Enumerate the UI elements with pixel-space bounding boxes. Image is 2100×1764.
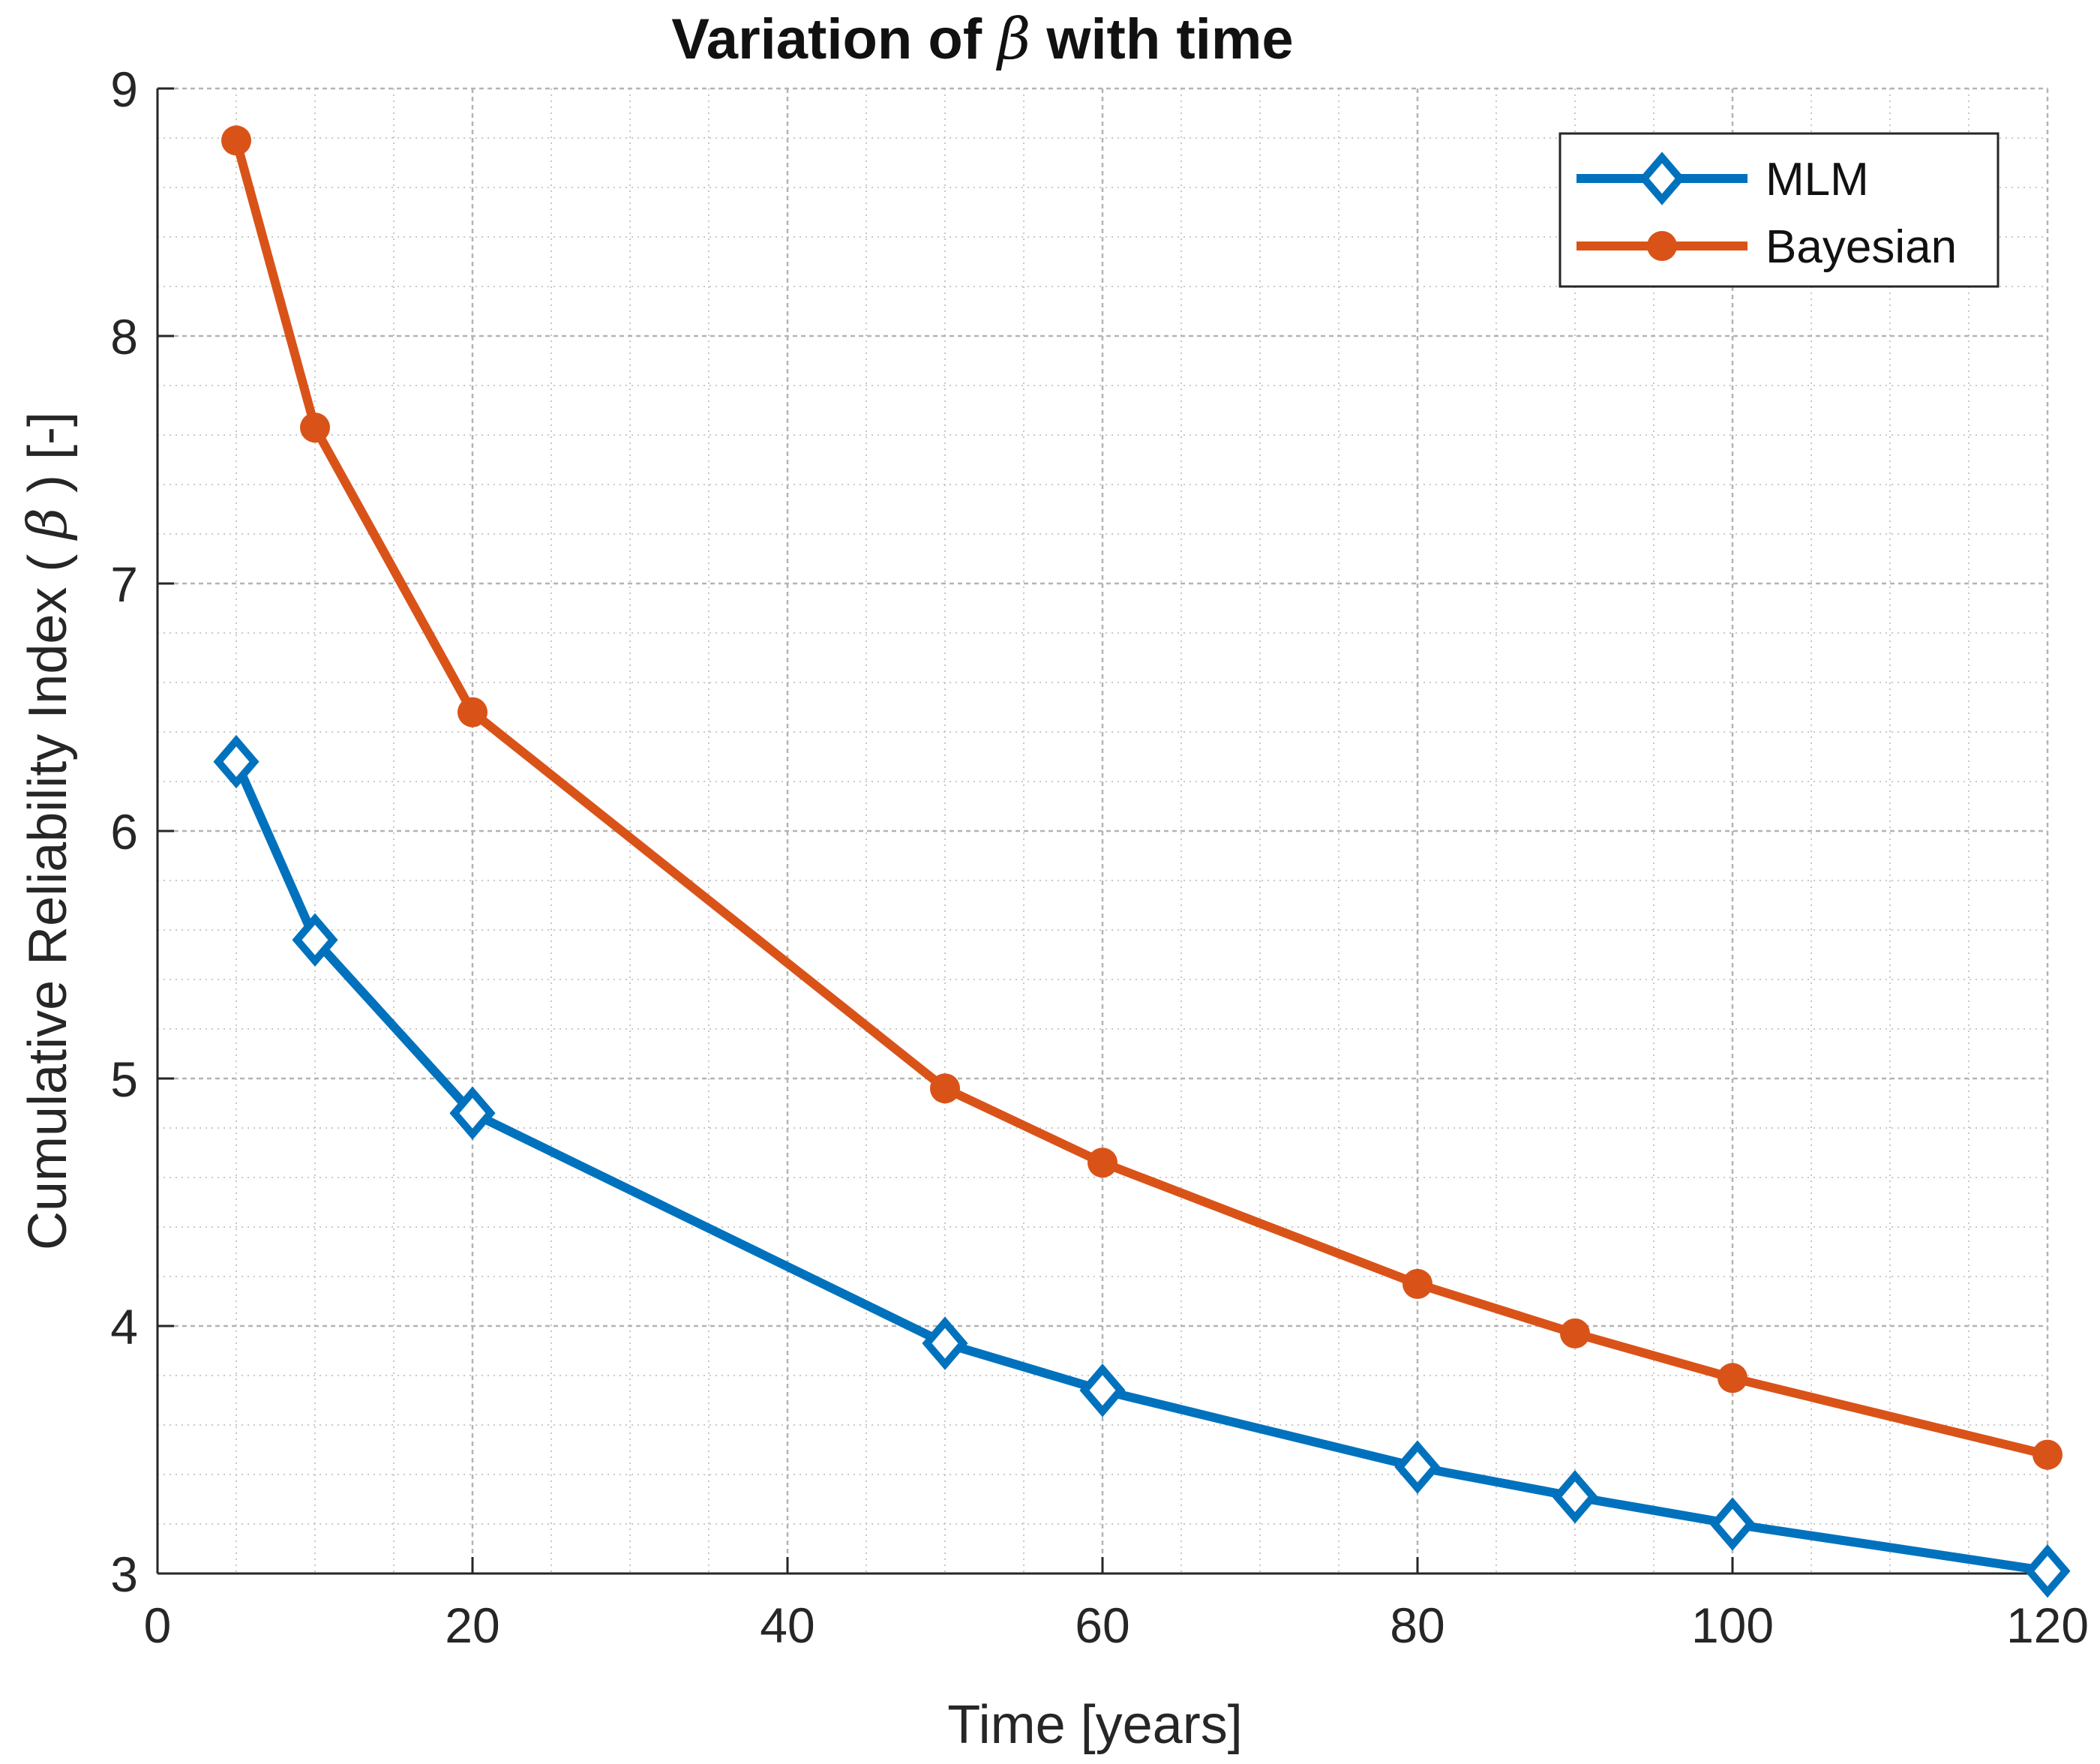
x-tick-label: 0 xyxy=(144,1598,172,1653)
data-point-mlm xyxy=(922,1316,968,1370)
y-axis-label-beta-symbol: β xyxy=(16,508,79,542)
data-point-bayesian xyxy=(1560,1318,1590,1348)
series-bayesian xyxy=(221,125,2062,1470)
y-tick-label: 5 xyxy=(110,1052,138,1107)
data-point-bayesian xyxy=(1718,1363,1748,1394)
y-axis-label: Cumulative Reliability Index ( β ) [-] xyxy=(16,412,79,1250)
x-tick-label: 20 xyxy=(445,1598,500,1653)
x-tick-label: 120 xyxy=(2006,1598,2089,1653)
chart-title: Variation of β with time xyxy=(671,5,1293,72)
legend-marker-bayesian xyxy=(1647,231,1677,261)
data-point-mlm xyxy=(213,734,260,789)
x-axis-label: Time [years] xyxy=(947,1695,1242,1755)
legend-label-mlm: MLM xyxy=(1766,154,1869,206)
data-point-mlm xyxy=(1079,1364,1126,1418)
x-tick-label: 100 xyxy=(1691,1598,1774,1653)
title-beta-symbol: β xyxy=(995,5,1030,72)
legend: MLM Bayesian xyxy=(1558,132,2000,288)
x-tick-label: 80 xyxy=(1390,1598,1444,1653)
title-prefix: Variation of xyxy=(671,8,998,71)
data-point-bayesian xyxy=(221,125,251,156)
y-tick-label: 4 xyxy=(110,1299,138,1354)
data-point-bayesian xyxy=(458,697,488,728)
data-point-bayesian xyxy=(1088,1148,1118,1178)
y-tick-label: 6 xyxy=(110,804,138,860)
legend-label-bayesian: Bayesian xyxy=(1766,221,1957,273)
data-point-mlm xyxy=(1394,1440,1441,1494)
data-point-mlm xyxy=(292,913,338,967)
data-point-bayesian xyxy=(930,1073,960,1104)
series-mlm xyxy=(213,734,2071,1598)
x-tick-label: 40 xyxy=(760,1598,814,1653)
data-point-mlm xyxy=(449,1086,496,1140)
data-point-mlm xyxy=(1552,1470,1598,1524)
y-tick-label: 7 xyxy=(110,556,138,612)
y-tick-label: 9 xyxy=(110,62,138,117)
series-layer xyxy=(213,125,2071,1598)
title-suffix: with time xyxy=(1046,8,1293,71)
x-tick-labels: 0 20 40 60 80 100 120 xyxy=(144,1598,2089,1653)
y-tick-label: 8 xyxy=(110,309,138,364)
y-tick-labels: 3 4 5 6 7 8 9 xyxy=(110,62,138,1602)
y-axis-label-suffix: ) [-] xyxy=(18,412,78,493)
x-tick-label: 60 xyxy=(1075,1598,1130,1653)
data-point-bayesian xyxy=(300,412,330,443)
y-axis-label-prefix: Cumulative Reliability Index ( xyxy=(18,539,78,1250)
data-point-mlm xyxy=(2024,1544,2071,1598)
legend-marker-mlm xyxy=(1639,152,1685,206)
data-point-bayesian xyxy=(1402,1268,1432,1299)
data-point-mlm xyxy=(1709,1497,1756,1551)
y-tick-label: 3 xyxy=(110,1546,138,1602)
data-point-bayesian xyxy=(2032,1439,2062,1470)
legend-box xyxy=(1558,132,2000,288)
